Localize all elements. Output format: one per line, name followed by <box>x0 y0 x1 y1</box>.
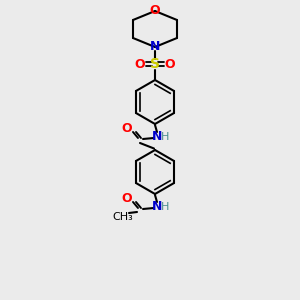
Text: H: H <box>161 132 169 142</box>
Text: N: N <box>152 130 162 143</box>
Text: N: N <box>152 200 162 214</box>
Text: O: O <box>165 58 175 70</box>
Text: N: N <box>150 40 160 53</box>
Text: O: O <box>122 122 132 136</box>
Text: O: O <box>150 4 160 17</box>
Text: O: O <box>135 58 145 70</box>
Text: H: H <box>161 202 169 212</box>
Text: CH₃: CH₃ <box>112 212 134 222</box>
Text: O: O <box>122 193 132 206</box>
Text: S: S <box>150 57 160 71</box>
